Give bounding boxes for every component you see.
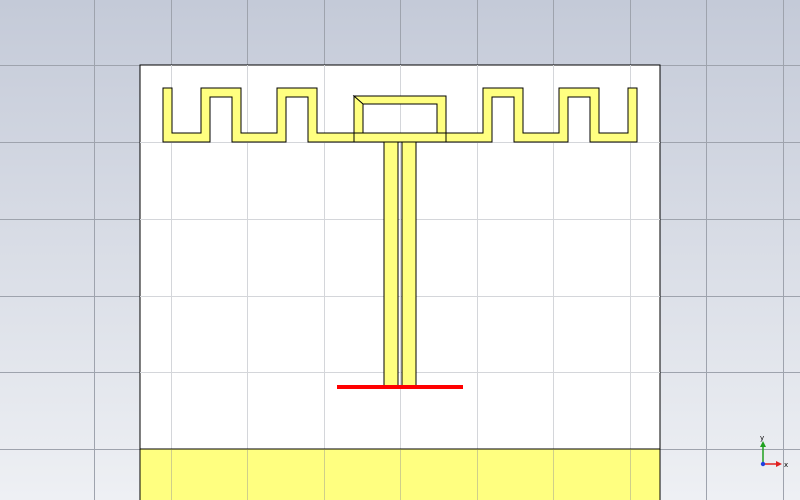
axis-x-label: x <box>784 461 788 469</box>
feed-line-left[interactable] <box>383 141 399 388</box>
axis-y-arrow-icon <box>760 441 766 447</box>
feed-junction[interactable] <box>353 132 447 143</box>
feed-line-right[interactable] <box>401 141 417 388</box>
ground-plane-grid <box>171 450 631 500</box>
axis-x-arrow-icon <box>776 461 782 467</box>
axis-y-label: y <box>760 434 764 442</box>
axis-triad: y x <box>760 434 788 469</box>
axis-z-dot <box>760 461 766 467</box>
